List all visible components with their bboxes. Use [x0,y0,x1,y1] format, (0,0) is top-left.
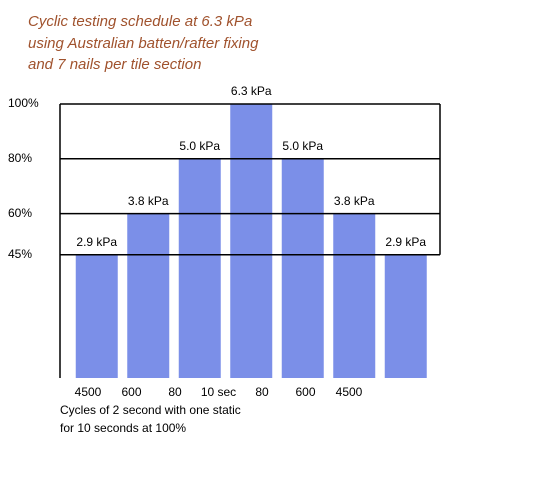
x-axis-label: Cycles of 2 second with one static [60,403,241,417]
bar-annotation: 2.9 kPa [385,235,426,249]
y-tick-label: 45% [8,247,32,261]
bar [384,254,427,378]
x-tick-label: 600 [121,385,141,399]
bar [178,158,221,378]
bar-annotation: 6.3 kPa [231,84,272,98]
bar-annotation: 5.0 kPa [179,139,220,153]
chart-title: Cyclic testing schedule at 6.3 kPa [28,13,252,30]
y-tick-label: 100% [8,96,39,110]
bar [75,254,118,378]
chart-title: using Australian batten/rafter fixing [28,35,259,52]
x-tick-label: 10 sec [201,385,236,399]
bar [127,213,170,378]
bar [281,158,324,378]
bar-annotation: 5.0 kPa [282,139,323,153]
bar-annotation: 3.8 kPa [128,194,169,208]
y-tick-label: 80% [8,151,32,165]
bar [230,104,273,378]
x-tick-label: 4500 [336,385,363,399]
x-tick-label: 80 [168,385,182,399]
x-tick-label: 80 [255,385,269,399]
y-tick-label: 60% [8,206,32,220]
x-tick-label: 600 [295,385,315,399]
bar-annotation: 3.8 kPa [334,194,375,208]
x-tick-label: 4500 [75,385,102,399]
bar [333,213,376,378]
bar-annotation: 2.9 kPa [76,235,117,249]
x-axis-label: for 10 seconds at 100% [60,421,186,435]
chart-title: and 7 nails per tile section [28,56,201,73]
